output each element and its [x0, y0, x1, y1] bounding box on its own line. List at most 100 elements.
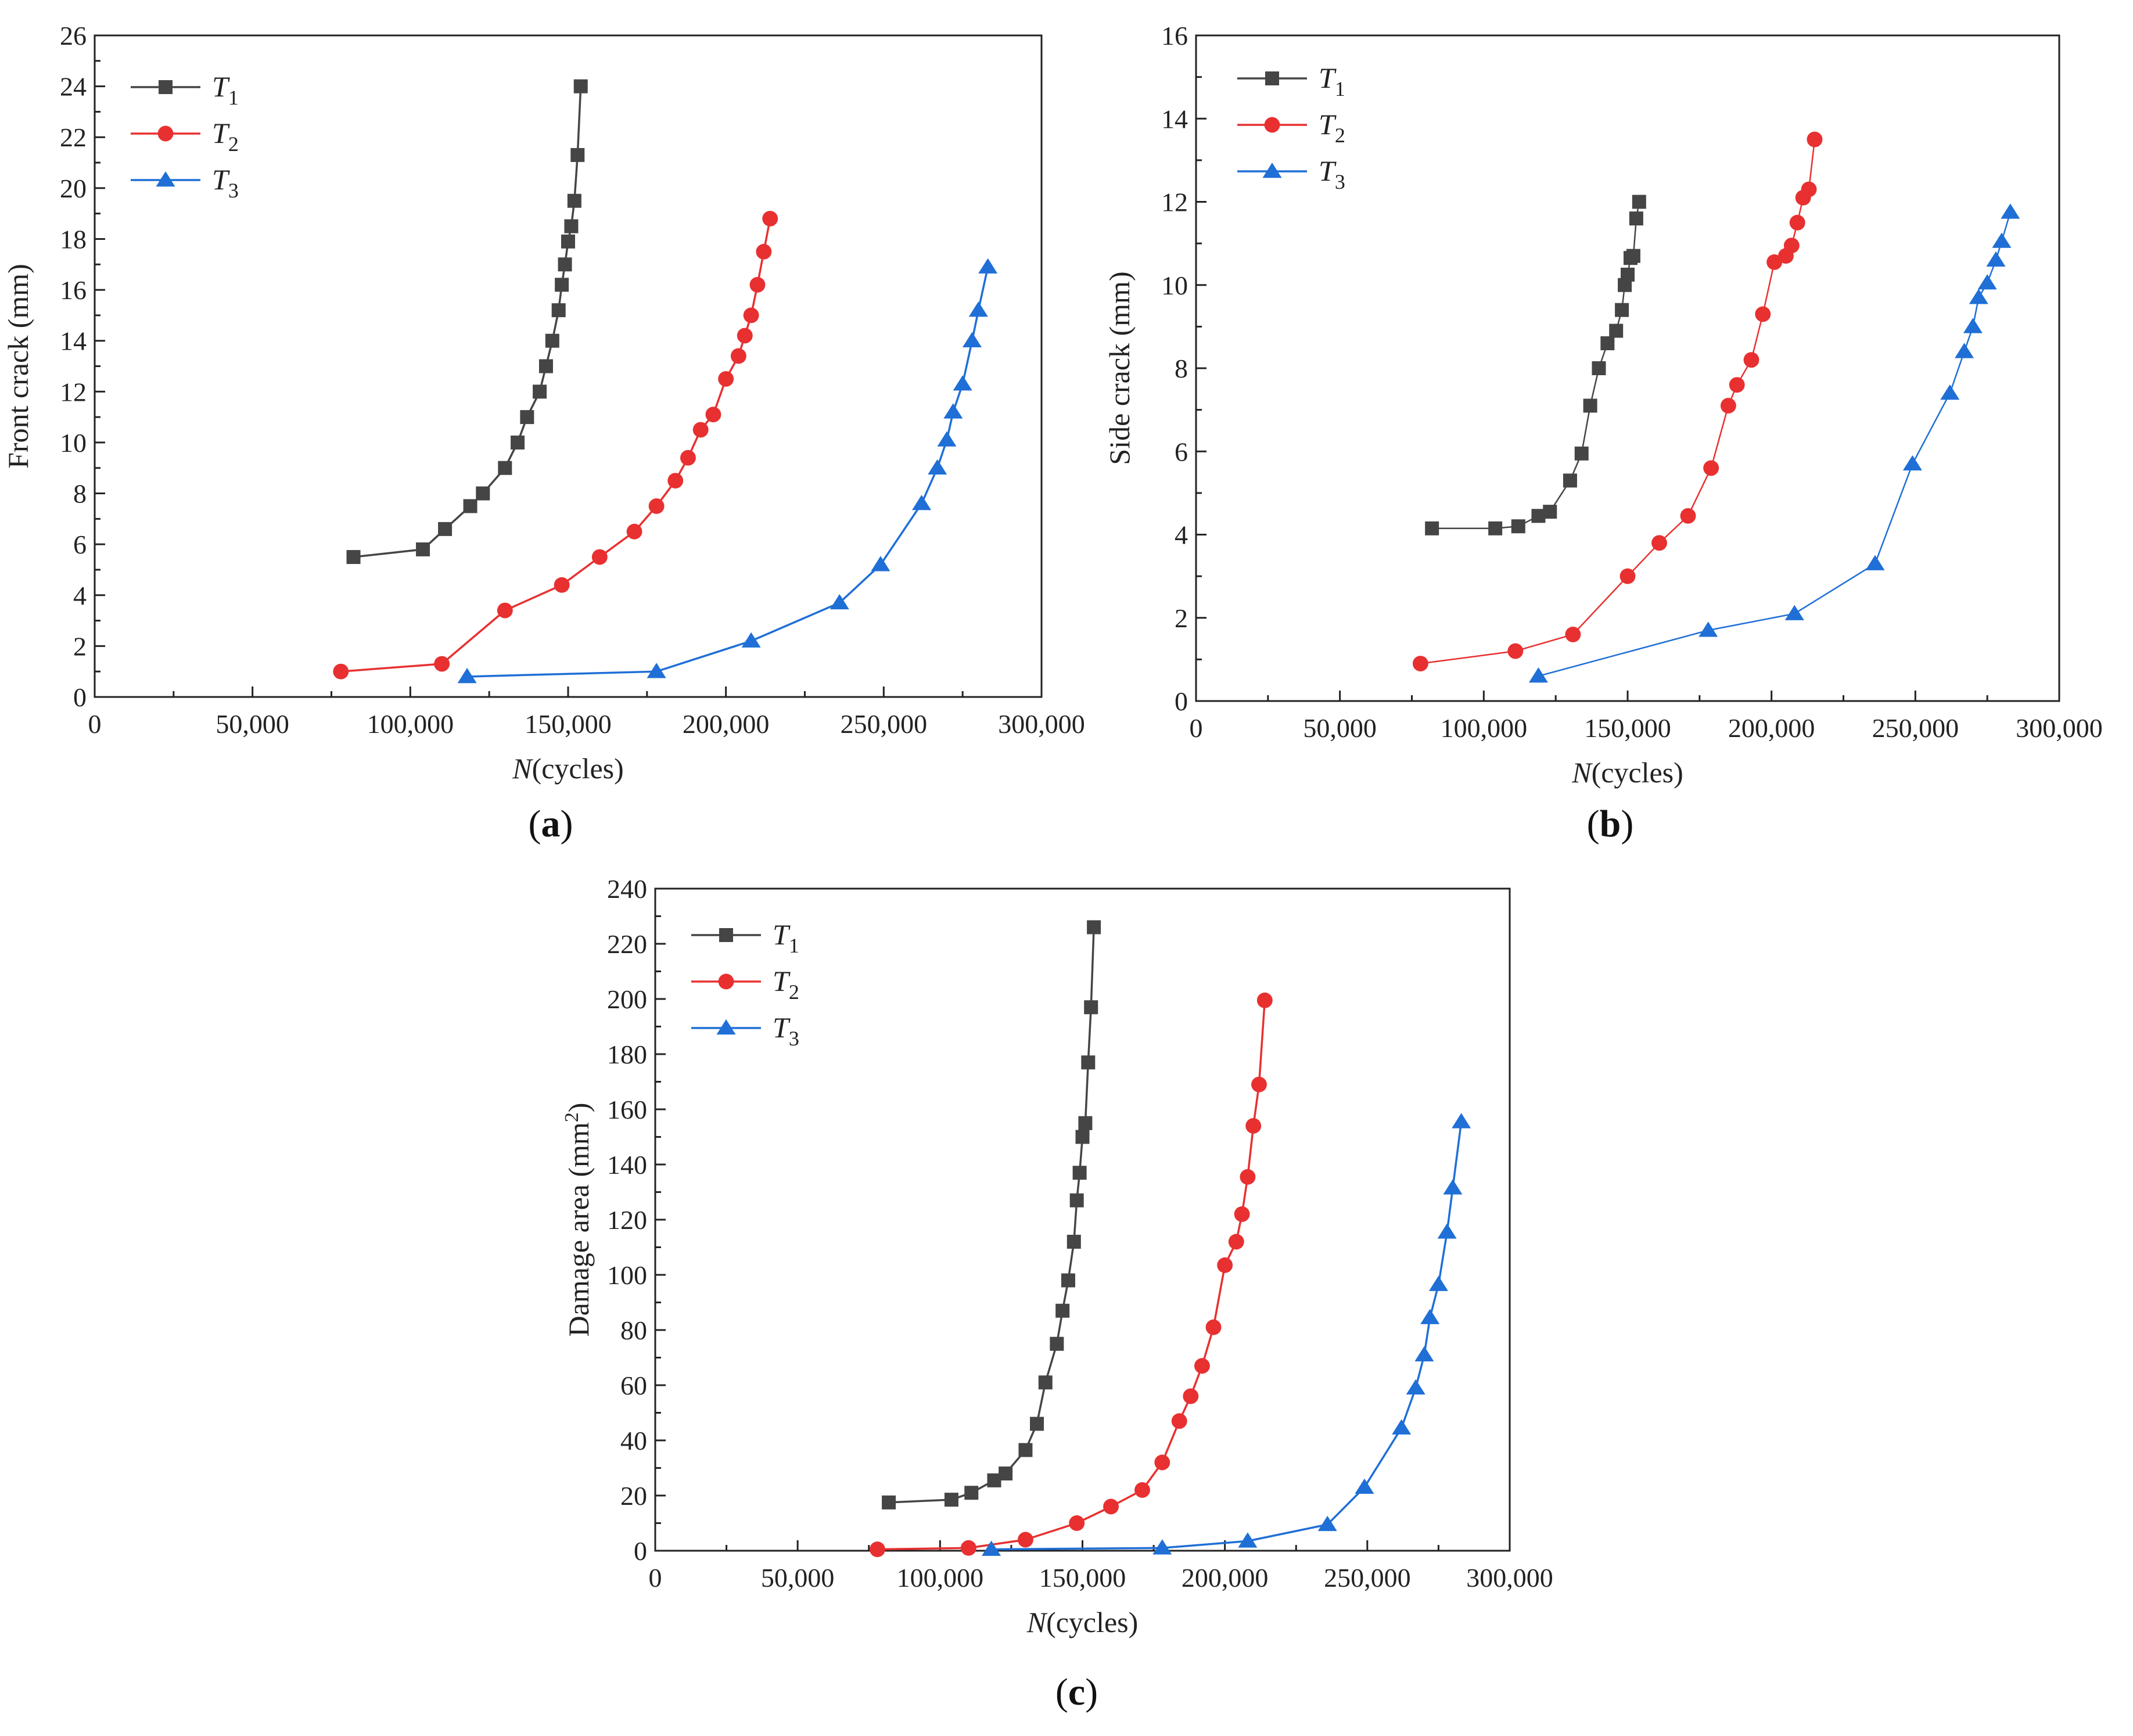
panel-b-x-tick-label: 200,000: [1728, 713, 1815, 743]
panel-a-y-tick-label: 26: [60, 21, 87, 51]
panel-b-series-1-line: [1432, 202, 1640, 530]
panel-c-y-tick-label: 240: [607, 874, 647, 904]
panel-a-series-2-point: [626, 523, 642, 540]
panel-c-series-3-point: [1317, 1515, 1337, 1532]
panel-b-series-2-point: [1783, 238, 1800, 254]
panel-c-y-tick-label: 20: [620, 1481, 647, 1511]
panel-c-x-tick-label: 300,000: [1466, 1563, 1553, 1593]
panel-c-y-tick-label: 140: [607, 1150, 647, 1180]
panel-a-series-3-point: [943, 403, 963, 419]
panel-a-y-tick-label: 8: [73, 479, 87, 509]
panel-b-series-3-point: [1865, 555, 1885, 570]
panel-b-y-tick-label: 14: [1161, 104, 1188, 134]
panel-b-y-tick-label: 2: [1175, 603, 1188, 633]
panel-b-y-tick-label: 12: [1161, 188, 1188, 217]
panel-c-y-tick-label: 120: [607, 1205, 647, 1235]
panel-b-series-1-point: [1609, 324, 1624, 338]
panel-a-x-tick-label: 150,000: [525, 709, 612, 739]
panel-b-series-2-point: [1620, 568, 1636, 584]
panel-a-x-tick-label: 50,000: [216, 709, 289, 739]
panel-b-x-axis-title: N(cycles): [1571, 756, 1683, 789]
panel-c-series-2-line: [877, 1000, 1266, 1551]
panel-a-legend-label: T2: [212, 117, 239, 156]
panel-c-series-3-point: [1437, 1223, 1457, 1239]
panel-b-series-3-point: [1986, 251, 2006, 267]
panel-a-series-2-point: [497, 602, 513, 619]
panel-c-legend-item-3: T3: [691, 1011, 799, 1050]
panel-a-y-axis-title: Front crack (mm): [2, 264, 34, 469]
panel-a-chart: 0 50,000 100,000 150,000 200,000 250,000 300,0…: [2, 21, 1085, 845]
panel-c-y-tick-label: 0: [634, 1536, 647, 1566]
panel-b-series-1-point: [1583, 398, 1597, 413]
panel-b-series-1-point: [1629, 211, 1643, 226]
panel-a-legend-marker: [159, 80, 173, 94]
panel-c-series-1-point: [1072, 1166, 1087, 1180]
panel-c-series-3-point: [1414, 1346, 1434, 1361]
panel-c-series-1-point: [1075, 1130, 1090, 1144]
panel-a-series-3-point: [741, 632, 761, 648]
panel-b-series-1: [1425, 195, 1646, 535]
panel-c-series-2-point: [870, 1541, 885, 1558]
panel-c-series-1-point: [1084, 1000, 1098, 1015]
panel-c-legend-label: T1: [773, 918, 799, 957]
panel-b-series-1-point: [1592, 361, 1606, 375]
panel-c-series-3-point: [1392, 1419, 1412, 1435]
panel-a-series-1-point: [555, 278, 569, 292]
panel-c-series-3: [982, 1113, 1471, 1556]
panel-b-x-tick-label: 0: [1190, 713, 1203, 743]
panel-a-y-tick-label: 0: [73, 682, 87, 712]
panel-c-series-2-point: [960, 1540, 976, 1556]
panel-c-y-tick-label: 40: [620, 1426, 647, 1455]
panel-b-x-tick-label: 100,000: [1441, 713, 1528, 743]
panel-c-series-1-point: [1081, 1055, 1096, 1070]
panel-b-series-1-point: [1543, 505, 1557, 519]
panel-b-series-3-point: [1699, 621, 1718, 637]
panel-a-label: (a): [529, 803, 573, 845]
panel-a-series-1-point: [346, 550, 361, 565]
panel-a-series-3-point: [912, 495, 932, 511]
panel-b-legend-label: T1: [1319, 62, 1345, 100]
panel-c-x-axis-title: N(cycles): [1026, 1606, 1139, 1638]
panel-b-legend-marker: [1264, 117, 1280, 133]
panel-b-series-1-point: [1632, 195, 1646, 209]
panel-b-x-tick-label: 300,000: [2016, 713, 2103, 743]
panel-c-series-2-point: [1134, 1482, 1150, 1498]
panel-b-chart: 0 50,000 100,000 150,000 200,000 250,000 300,0…: [1103, 21, 2103, 845]
panel-c-series-3-point: [982, 1540, 1001, 1556]
panel-a-x-tick-label: 300,000: [998, 709, 1085, 739]
panel-c-x-tick-label: 150,000: [1039, 1563, 1126, 1593]
panel-a-y-tick-label: 16: [60, 275, 87, 305]
panel-c-series-2-point: [1171, 1413, 1187, 1429]
panel-c-series-1-point: [1055, 1303, 1070, 1318]
panel-c-series-2-point: [1154, 1454, 1170, 1471]
panel-b-series-2-point: [1766, 254, 1783, 270]
panel-a-series-1: [346, 79, 588, 565]
panel-a-series-1-point: [570, 148, 585, 162]
panel-c-x-tick-label: 250,000: [1324, 1563, 1411, 1593]
panel-b-series-3-point: [2001, 203, 2020, 219]
panel-a-series-2-point: [762, 210, 778, 227]
panel-b-x-tick-label: 250,000: [1872, 713, 1959, 743]
panel-a-series-2-point: [737, 328, 753, 344]
panel-c-y-tick-label: 180: [607, 1040, 647, 1069]
panel-c-x-tick-label: 100,000: [897, 1563, 984, 1593]
panel-a-legend-label: T3: [212, 163, 239, 202]
panel-b-series-2-point: [1807, 131, 1823, 148]
panel-c-series-1-point: [1078, 1116, 1093, 1130]
panel-a-series-3-point: [962, 332, 982, 347]
panel-a-series-1-point: [511, 435, 525, 450]
panel-a-series-1-point: [438, 522, 453, 536]
panel-c-series-3-line: [991, 1122, 1463, 1551]
panel-c-series-1-point: [1030, 1417, 1044, 1431]
panel-a-y-tick-label: 10: [60, 428, 87, 458]
panel-c-chart: 0 50,000 100,000 150,000 200,000 250,000 300,0…: [561, 874, 1553, 1713]
panel-b-series-2-point: [1680, 508, 1696, 524]
panel-c-y-tick-label: 60: [620, 1371, 647, 1400]
panel-a-x-tick-label: 250,000: [841, 709, 928, 739]
panel-c-legend-item-2: T2: [691, 965, 799, 1004]
panel-a-series-3: [457, 258, 998, 684]
panel-c-legend-marker: [719, 928, 733, 942]
panel-a-x-tick-label: 200,000: [683, 709, 770, 739]
panel-a-series-2-point: [730, 348, 746, 364]
